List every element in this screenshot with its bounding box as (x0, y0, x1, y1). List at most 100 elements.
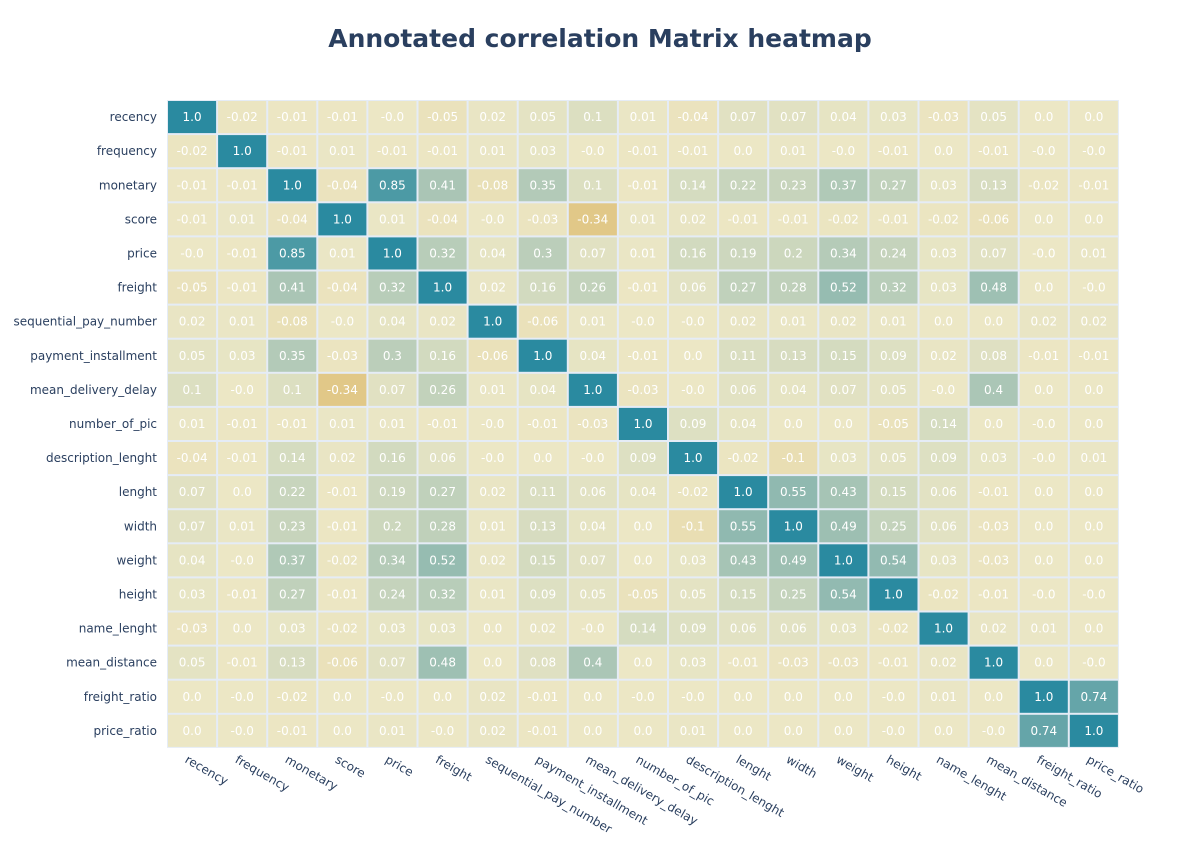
heatmap-cell[interactable] (1019, 237, 1068, 270)
heatmap-cell[interactable] (1019, 305, 1068, 338)
heatmap-cell[interactable] (669, 101, 718, 134)
heatmap-cell[interactable] (568, 135, 617, 168)
heatmap-cell[interactable] (318, 237, 367, 270)
heatmap-cell[interactable] (218, 476, 267, 509)
heatmap-cell[interactable] (618, 714, 667, 747)
heatmap-cell[interactable] (568, 407, 617, 440)
heatmap-cell[interactable] (168, 203, 217, 236)
heatmap-cell[interactable] (168, 442, 217, 475)
heatmap-cell[interactable] (969, 578, 1018, 611)
heatmap-cell[interactable] (869, 442, 918, 475)
heatmap-cell[interactable] (418, 203, 467, 236)
heatmap-cell[interactable] (769, 680, 818, 713)
heatmap-cell[interactable] (318, 407, 367, 440)
heatmap-cell[interactable] (168, 476, 217, 509)
heatmap-cell[interactable] (418, 169, 467, 202)
heatmap-cell[interactable] (669, 680, 718, 713)
heatmap-cell[interactable] (568, 305, 617, 338)
heatmap-cell[interactable] (268, 578, 317, 611)
heatmap-cell[interactable] (869, 680, 918, 713)
heatmap-cell[interactable] (318, 339, 367, 372)
heatmap-cell[interactable] (869, 544, 918, 577)
heatmap-cell[interactable] (268, 510, 317, 543)
heatmap-cell[interactable] (1019, 544, 1068, 577)
heatmap-cell[interactable] (1069, 612, 1118, 645)
heatmap-cell[interactable] (669, 646, 718, 679)
heatmap-cell[interactable] (518, 646, 567, 679)
heatmap-cell[interactable] (218, 305, 267, 338)
heatmap-cell[interactable] (218, 271, 267, 304)
heatmap-cell[interactable] (719, 101, 768, 134)
heatmap-cell[interactable] (518, 407, 567, 440)
heatmap-cell[interactable] (618, 612, 667, 645)
heatmap-cell[interactable] (518, 373, 567, 406)
heatmap-cell[interactable] (218, 203, 267, 236)
heatmap-cell[interactable] (919, 544, 968, 577)
heatmap-cell[interactable] (318, 169, 367, 202)
heatmap-cell[interactable] (418, 646, 467, 679)
heatmap-cell[interactable] (719, 544, 768, 577)
heatmap-cell[interactable] (719, 305, 768, 338)
heatmap-cell[interactable] (1019, 680, 1068, 713)
heatmap-cell[interactable] (969, 680, 1018, 713)
heatmap-cell[interactable] (819, 714, 868, 747)
heatmap-cell[interactable] (368, 101, 417, 134)
heatmap-cell[interactable] (368, 135, 417, 168)
heatmap-cell[interactable] (168, 646, 217, 679)
heatmap-cell[interactable] (518, 442, 567, 475)
heatmap-cell[interactable] (869, 237, 918, 270)
heatmap-cell[interactable] (1019, 135, 1068, 168)
heatmap-cell[interactable] (1069, 169, 1118, 202)
heatmap-cell[interactable] (919, 476, 968, 509)
heatmap-cell[interactable] (218, 169, 267, 202)
heatmap-cell[interactable] (218, 612, 267, 645)
heatmap-cell[interactable] (168, 544, 217, 577)
heatmap-cell[interactable] (919, 646, 968, 679)
heatmap-cell[interactable] (518, 578, 567, 611)
heatmap-cell[interactable] (168, 373, 217, 406)
heatmap-cell[interactable] (769, 476, 818, 509)
heatmap-cell[interactable] (769, 646, 818, 679)
heatmap-cell[interactable] (719, 612, 768, 645)
heatmap-cell[interactable] (819, 203, 868, 236)
heatmap-cell[interactable] (769, 442, 818, 475)
heatmap-cell[interactable] (618, 101, 667, 134)
heatmap-cell[interactable] (1069, 101, 1118, 134)
heatmap-cell[interactable] (769, 510, 818, 543)
heatmap-cell[interactable] (719, 442, 768, 475)
heatmap-cell[interactable] (368, 407, 417, 440)
heatmap-cell[interactable] (1019, 203, 1068, 236)
heatmap-cell[interactable] (869, 510, 918, 543)
heatmap-cell[interactable] (418, 373, 467, 406)
heatmap-cell[interactable] (919, 373, 968, 406)
heatmap-cell[interactable] (268, 203, 317, 236)
heatmap-cell[interactable] (869, 135, 918, 168)
heatmap-cell[interactable] (418, 544, 467, 577)
heatmap-cell[interactable] (168, 714, 217, 747)
heatmap-cell[interactable] (568, 510, 617, 543)
heatmap-cell[interactable] (819, 339, 868, 372)
heatmap-cell[interactable] (368, 237, 417, 270)
heatmap-cell[interactable] (568, 442, 617, 475)
heatmap-cell[interactable] (418, 510, 467, 543)
heatmap-cell[interactable] (418, 680, 467, 713)
heatmap-cell[interactable] (919, 305, 968, 338)
heatmap-cell[interactable] (618, 646, 667, 679)
heatmap-cell[interactable] (919, 339, 968, 372)
heatmap-cell[interactable] (618, 578, 667, 611)
heatmap-cell[interactable] (268, 680, 317, 713)
heatmap-cell[interactable] (318, 578, 367, 611)
heatmap-cell[interactable] (268, 339, 317, 372)
heatmap-cell[interactable] (919, 612, 968, 645)
heatmap-cell[interactable] (969, 305, 1018, 338)
heatmap-cell[interactable] (869, 714, 918, 747)
heatmap-cell[interactable] (1069, 237, 1118, 270)
heatmap-cell[interactable] (268, 544, 317, 577)
heatmap-cell[interactable] (969, 101, 1018, 134)
heatmap-cell[interactable] (719, 646, 768, 679)
heatmap-cell[interactable] (368, 510, 417, 543)
heatmap-cell[interactable] (368, 169, 417, 202)
heatmap-cell[interactable] (669, 544, 718, 577)
heatmap-cell[interactable] (468, 442, 517, 475)
heatmap-cell[interactable] (869, 339, 918, 372)
